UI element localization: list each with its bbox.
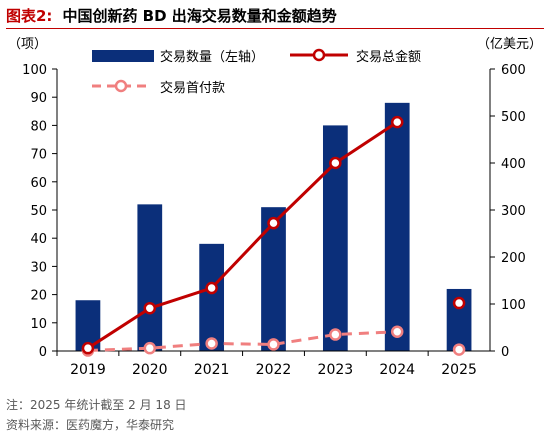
- y-right-tick-label: 200: [501, 251, 526, 266]
- legend-label-upfront: 交易首付款: [160, 80, 225, 96]
- legend-swatch-bar: [92, 50, 154, 62]
- x-tick-label: 2022: [256, 362, 292, 378]
- legend-marker-total: [312, 48, 326, 62]
- y-left-tick-label: 70: [30, 148, 47, 163]
- upfront-point-2025: [452, 343, 466, 356]
- right-axis-unit: （亿美元）: [477, 37, 542, 52]
- y-left-tick-label: 80: [30, 119, 47, 134]
- left-axis-unit: （项）: [8, 37, 47, 52]
- legend: 交易数量（左轴） 交易总金额 交易首付款: [92, 48, 421, 96]
- total-point-2019: [81, 341, 95, 355]
- y-right-tick-label: 100: [501, 298, 526, 313]
- footnote-source: 资料来源：医药魔方，华泰研究: [6, 418, 175, 432]
- total-line: [87, 120, 399, 350]
- total-point-2023: [329, 156, 342, 170]
- upfront-point-2022: [267, 338, 280, 351]
- total-point-2025: [452, 296, 466, 310]
- upfront-line: [87, 330, 398, 353]
- y-right-tick-label: 500: [501, 110, 526, 125]
- y-right-tick-label: 0: [501, 345, 509, 360]
- y-left-tick-label: 30: [30, 260, 47, 275]
- legend-label-bar: 交易数量（左轴）: [160, 49, 264, 65]
- bar-2020: [137, 204, 163, 351]
- x-tick-label: 2021: [194, 362, 230, 378]
- x-tick-label: 2025: [441, 362, 477, 378]
- total-point-2022: [267, 216, 280, 230]
- figure-title-text: 中国创新药 BD 出海交易数量和金额趋势: [62, 7, 337, 25]
- x-tick-label: 2020: [132, 362, 168, 378]
- footnote-note: 注：2025 年统计截至 2 月 18 日: [6, 398, 187, 412]
- y-left-tick-label: 60: [30, 176, 47, 191]
- total-point-2021: [205, 281, 218, 295]
- x-tick-label: 2019: [70, 362, 106, 378]
- figure-label: 图表2:: [6, 7, 53, 25]
- upfront-point-2021: [205, 337, 218, 350]
- legend-marker-upfront: [114, 79, 128, 93]
- legend-label-total: 交易总金额: [356, 49, 421, 65]
- y-left-tick-label: 90: [30, 91, 47, 106]
- y-left-tick-label: 100: [22, 63, 47, 78]
- y-left-tick-label: 50: [30, 204, 47, 219]
- y-right-tick-label: 300: [501, 204, 526, 219]
- y-left-tick-label: 0: [39, 345, 47, 360]
- bar-2024: [384, 102, 410, 351]
- bar-2021: [199, 243, 225, 351]
- y-right-tick-label: 400: [501, 157, 526, 172]
- plot-area: 0 10 20 30 40 50 60 70 80 90 100 0 100 200 300 400 500 60…: [22, 63, 526, 378]
- y-left-tick-label: 20: [30, 289, 47, 304]
- upfront-point-2020: [143, 341, 157, 355]
- y-left-tick-label: 40: [30, 232, 47, 247]
- figure-title: 图表2: 中国创新药 BD 出海交易数量和金额趋势: [6, 6, 544, 29]
- x-tick-label: 2024: [379, 362, 415, 378]
- x-tick-label: 2023: [318, 362, 354, 378]
- upfront-point-2024: [390, 325, 404, 338]
- total-point-2020: [143, 301, 157, 315]
- y-left-tick-label: 10: [30, 317, 47, 332]
- upfront-point-2023: [329, 328, 342, 341]
- y-right-tick-label: 600: [501, 63, 526, 78]
- total-point-2024: [390, 115, 404, 129]
